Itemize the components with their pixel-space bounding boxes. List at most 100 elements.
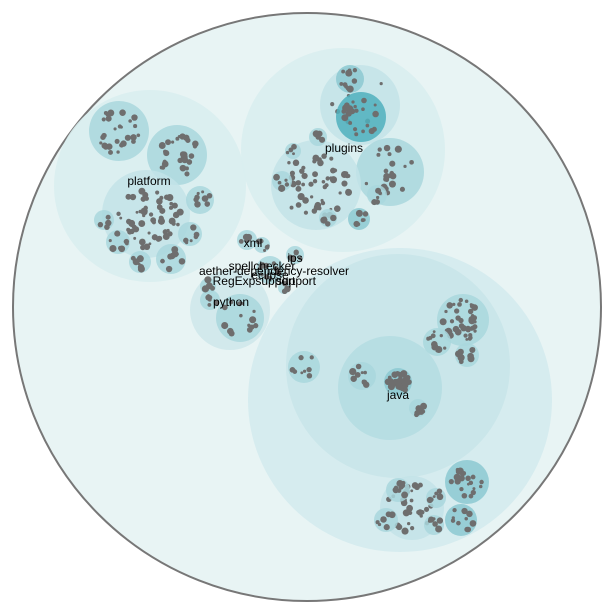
java-f-leaf[interactable]: [400, 370, 408, 378]
platform-d-leaf[interactable]: [193, 196, 199, 203]
platform-c-leaf[interactable]: [119, 216, 123, 220]
platform-d-leaf[interactable]: [201, 195, 209, 202]
platform-a-leaf[interactable]: [119, 125, 123, 129]
java-h-leaf[interactable]: [448, 479, 454, 485]
plugins-k[interactable]: [367, 185, 387, 205]
java-h-leaf[interactable]: [468, 493, 474, 499]
platform-a-leaf[interactable]: [130, 134, 137, 141]
java-a-leaf[interactable]: [449, 319, 455, 324]
plugins-e-leaf[interactable]: [321, 153, 327, 159]
python-a[interactable]: [216, 294, 264, 342]
platform-b-leaf[interactable]: [163, 150, 170, 157]
java-g-leaf[interactable]: [414, 412, 419, 418]
platform-a-leaf[interactable]: [136, 133, 141, 138]
java-a-leaf[interactable]: [470, 314, 475, 318]
platform-a-leaf[interactable]: [114, 138, 120, 144]
platform-a-leaf[interactable]: [108, 111, 114, 117]
plugins-e-leaf[interactable]: [332, 168, 338, 173]
platform-a-leaf[interactable]: [128, 119, 132, 123]
java-h-leaf[interactable]: [478, 484, 483, 489]
plugins-d-leaf[interactable]: [389, 160, 396, 167]
java-j-leaf[interactable]: [401, 527, 409, 535]
java-b-leaf[interactable]: [428, 335, 433, 340]
java-g-leaf[interactable]: [421, 409, 426, 414]
misc-a-leaf[interactable]: [201, 285, 210, 293]
platform-b-leaf[interactable]: [183, 134, 190, 141]
java-d-leaf[interactable]: [361, 379, 366, 383]
plugins-g-leaf[interactable]: [284, 182, 290, 187]
platform-b-leaf[interactable]: [184, 171, 190, 177]
python-b-leaf[interactable]: [207, 303, 212, 307]
plugins-e-leaf[interactable]: [303, 210, 309, 215]
plugins-d-leaf[interactable]: [394, 145, 402, 153]
misc-b-leaf[interactable]: [271, 261, 277, 266]
platform-a-leaf[interactable]: [103, 145, 108, 150]
java-a-leaf[interactable]: [452, 302, 456, 307]
platform-c-leaf[interactable]: [156, 204, 163, 211]
java-h-leaf[interactable]: [459, 486, 464, 492]
plugins-e-leaf[interactable]: [289, 170, 295, 176]
plugins-b-leaf[interactable]: [341, 109, 347, 114]
plugins-c-leaf[interactable]: [339, 82, 344, 86]
plugins-e-leaf[interactable]: [329, 156, 334, 161]
java-n-leaf[interactable]: [432, 495, 436, 498]
plugins-i-leaf[interactable]: [288, 147, 294, 153]
plugins-d-leaf[interactable]: [364, 181, 369, 186]
plugins-h-leaf[interactable]: [315, 134, 321, 140]
platform-a-leaf[interactable]: [108, 149, 113, 155]
java-l-leaf[interactable]: [380, 516, 387, 523]
plugins-f-leaf[interactable]: [353, 220, 360, 228]
java-a-leaf[interactable]: [473, 329, 477, 333]
java-j-leaf[interactable]: [414, 484, 420, 491]
platform-c-leaf[interactable]: [138, 187, 146, 195]
platform-d-leaf[interactable]: [206, 192, 213, 199]
java-d-leaf[interactable]: [363, 381, 370, 388]
plugins-b-leaf[interactable]: [341, 114, 349, 122]
java-i-leaf[interactable]: [450, 518, 456, 523]
plugins-g-leaf[interactable]: [277, 180, 282, 185]
platform-g-leaf[interactable]: [137, 262, 141, 266]
python-b-leaf[interactable]: [213, 299, 220, 306]
java-a-leaf[interactable]: [464, 299, 469, 304]
java-h-leaf[interactable]: [466, 482, 470, 486]
plugins-c-leaf[interactable]: [342, 82, 348, 88]
plugins-e-leaf[interactable]: [312, 154, 320, 162]
misc-c-leaf[interactable]: [282, 280, 288, 287]
plugins-b-leaf[interactable]: [361, 107, 365, 112]
java-k-leaf[interactable]: [401, 491, 409, 499]
plugins-d-leaf[interactable]: [383, 176, 388, 182]
java-i-leaf[interactable]: [456, 520, 461, 526]
java-a-leaf[interactable]: [469, 303, 473, 307]
plugins-b-leaf[interactable]: [353, 104, 357, 109]
platform-c-leaf[interactable]: [156, 235, 163, 242]
java-k-leaf[interactable]: [398, 484, 404, 490]
platform-b-leaf[interactable]: [158, 142, 166, 149]
plugins-b-leaf[interactable]: [361, 97, 367, 104]
java-i-leaf[interactable]: [461, 507, 468, 515]
misc-b-leaf[interactable]: [273, 266, 280, 272]
platform-b-leaf[interactable]: [181, 156, 189, 164]
java-e-leaf[interactable]: [306, 366, 312, 373]
java-c-leaf[interactable]: [471, 347, 476, 351]
java-f-leaf[interactable]: [384, 378, 392, 386]
java-a-leaf[interactable]: [446, 302, 453, 309]
platform-a-leaf[interactable]: [99, 141, 103, 145]
plugins-b-leaf[interactable]: [361, 129, 365, 134]
java-a-leaf[interactable]: [441, 319, 447, 325]
java-c-leaf[interactable]: [458, 359, 464, 365]
plugins-b-leaf[interactable]: [372, 110, 379, 118]
plugins-b-leaf[interactable]: [352, 127, 358, 132]
xml-b-leaf[interactable]: [263, 248, 267, 252]
misc-b-leaf[interactable]: [263, 274, 270, 280]
plugins-j-leaf[interactable]: [325, 221, 331, 227]
plugins-d-leaf[interactable]: [409, 159, 414, 165]
java-n-leaf[interactable]: [426, 496, 433, 504]
java-a-leaf[interactable]: [444, 309, 448, 314]
java-j-leaf[interactable]: [424, 506, 430, 512]
platform-f-leaf[interactable]: [125, 241, 129, 246]
platform-a-leaf[interactable]: [101, 117, 106, 122]
platform-d-leaf[interactable]: [204, 201, 211, 207]
java-m-leaf[interactable]: [428, 516, 435, 523]
plugins-b-leaf[interactable]: [365, 123, 370, 128]
ips-a-leaf[interactable]: [293, 249, 299, 255]
